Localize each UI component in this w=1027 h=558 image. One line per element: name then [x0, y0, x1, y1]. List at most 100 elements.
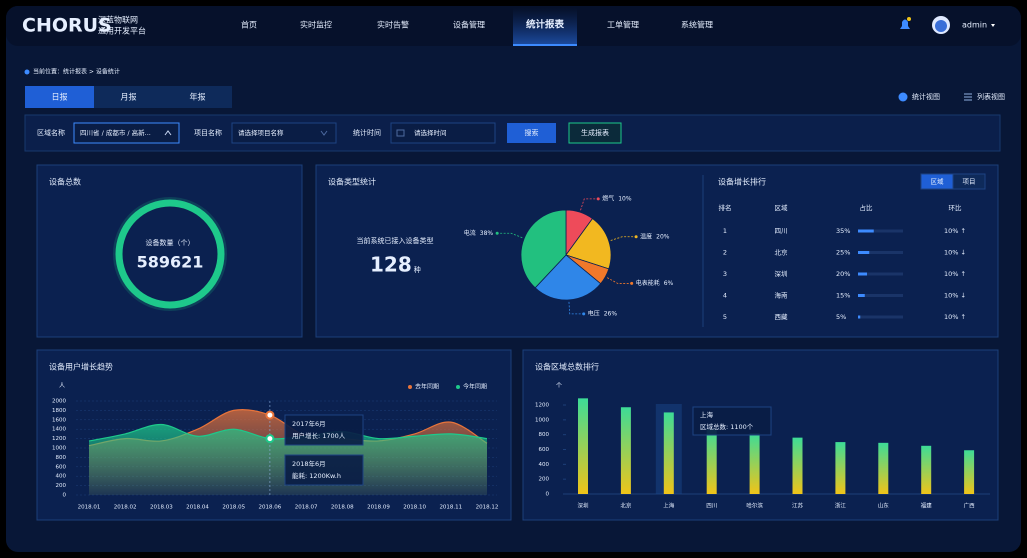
calendar-icon: [396, 129, 405, 137]
x-tick-label: 哈尔滨: [746, 502, 763, 510]
x-tick-label: 四川: [706, 503, 717, 510]
search-button[interactable]: [507, 123, 556, 143]
x-tick-label: 2018.06: [259, 505, 282, 511]
y-tick-label: 600: [539, 447, 550, 453]
panel-title: 设备总数: [49, 177, 81, 187]
rank: 5: [723, 313, 727, 321]
panel: [36, 164, 303, 338]
tooltip-box: [284, 454, 364, 486]
bar: [578, 398, 588, 494]
column-header: 占比: [860, 203, 874, 212]
search-label[interactable]: 搜索: [525, 128, 539, 137]
bell-icon[interactable]: [900, 19, 910, 30]
column-header: 排名: [719, 203, 732, 212]
legend-label: 去年同期: [415, 383, 439, 391]
region: 深圳: [775, 269, 788, 278]
y-tick-label: 0: [63, 493, 67, 499]
brand: 深蓝物联网: [98, 15, 138, 25]
tab[interactable]: [163, 86, 232, 108]
nav-item[interactable]: 实时监控: [300, 20, 332, 30]
share-label: 15%: [836, 292, 850, 300]
y-tick-label: 800: [539, 432, 550, 438]
y-tick-label: 1200: [535, 403, 549, 409]
select-placeholder[interactable]: 请选择项目名称: [238, 128, 284, 137]
legend-dot: [456, 385, 460, 389]
toggle[interactable]: [952, 173, 986, 190]
share-bar: [858, 229, 874, 233]
breadcrumb: 当前位置：统计报表 > 设备统计: [33, 68, 120, 76]
bar: [663, 412, 674, 494]
view-toggle[interactable]: 列表视图: [977, 92, 1005, 101]
generate-button[interactable]: [568, 122, 622, 144]
nav-item[interactable]: 实时告警: [377, 20, 409, 30]
legend-dot: [408, 385, 412, 389]
tooltip-title: 2017年6月: [292, 419, 326, 428]
nav-active-bg: [513, 8, 577, 45]
tab[interactable]: [25, 86, 94, 108]
y-tick-label: 200: [56, 483, 67, 489]
tooltip-title: 2018年6月: [292, 459, 326, 468]
tab-label[interactable]: 年报: [190, 92, 206, 102]
leader-dot: [630, 281, 634, 285]
tab-label[interactable]: 月报: [121, 92, 137, 102]
share-track: [858, 272, 903, 276]
tooltip-dot: [265, 434, 275, 444]
y-tick-label: 2000: [52, 399, 66, 405]
bar: [921, 445, 932, 494]
rank: 3: [723, 270, 727, 278]
tooltip-text: 区域总数: 1100个: [700, 422, 754, 431]
x-tick-label: 2018.07: [295, 505, 318, 511]
y-tick-label: 400: [539, 462, 550, 468]
pie-label: 电压: [588, 309, 600, 317]
select-value[interactable]: 四川省 / 成都市 / 高新...: [80, 128, 151, 137]
nav-item[interactable]: 工单管理: [607, 20, 639, 30]
toggle-label[interactable]: 项目: [963, 178, 976, 186]
panel-title: 设备区域总数排行: [535, 362, 599, 372]
nav-item[interactable]: 首页: [241, 20, 257, 30]
x-tick-label: 北京: [620, 502, 632, 510]
view-toggle[interactable]: 统计视图: [912, 92, 940, 101]
pie-slice: [534, 254, 602, 301]
select-input[interactable]: [73, 122, 180, 144]
nav-item[interactable]: 系统管理: [681, 20, 713, 30]
bar: [706, 429, 717, 494]
bar: [878, 442, 889, 494]
pie-value: 20%: [656, 233, 670, 240]
select-input[interactable]: [231, 122, 337, 144]
date-input[interactable]: [390, 122, 496, 144]
brand: 通用开发平台: [98, 26, 146, 36]
tooltip-dot: [265, 410, 275, 420]
toggle-label[interactable]: 区域: [931, 177, 945, 186]
leader-dot: [582, 312, 586, 316]
pie-slice: [565, 218, 612, 270]
share-bar: [858, 251, 870, 254]
tooltip-box: [284, 414, 364, 446]
nav-item[interactable]: 统计报表: [526, 19, 565, 31]
tooltip-text: 能耗: 1200Kw.h: [292, 471, 341, 480]
y-tick-label: 1200: [52, 436, 66, 442]
mom: 10% ↑: [944, 313, 966, 321]
x-tick-label: 2018.02: [114, 505, 137, 511]
view-icon[interactable]: [898, 92, 908, 102]
panel-title: 设备类型统计: [328, 177, 376, 187]
logo: CHORUS: [22, 15, 112, 37]
x-tick-label: 福建: [921, 502, 933, 510]
x-tick-label: 上海: [663, 502, 675, 510]
type-label: 当前系统已接入设备类型: [357, 236, 434, 245]
region: 海南: [775, 291, 789, 300]
total-value: 589621: [137, 253, 204, 272]
rank: 4: [723, 292, 727, 300]
filter-label: 项目名称: [194, 128, 222, 137]
y-tick-label: 1800: [52, 408, 66, 414]
leader-dot: [495, 231, 499, 235]
tab-label[interactable]: 日报: [52, 92, 68, 102]
user-name[interactable]: admin: [962, 21, 987, 30]
select-caret: [320, 130, 328, 136]
date-placeholder[interactable]: 请选择时间: [414, 128, 447, 137]
x-tick-label: 2018.10: [403, 505, 426, 511]
nav-item[interactable]: 设备管理: [453, 20, 485, 30]
generate-label[interactable]: 生成报表: [581, 128, 609, 137]
tab[interactable]: [94, 86, 163, 108]
region: 北京: [775, 248, 789, 257]
leader-line: [497, 232, 523, 239]
